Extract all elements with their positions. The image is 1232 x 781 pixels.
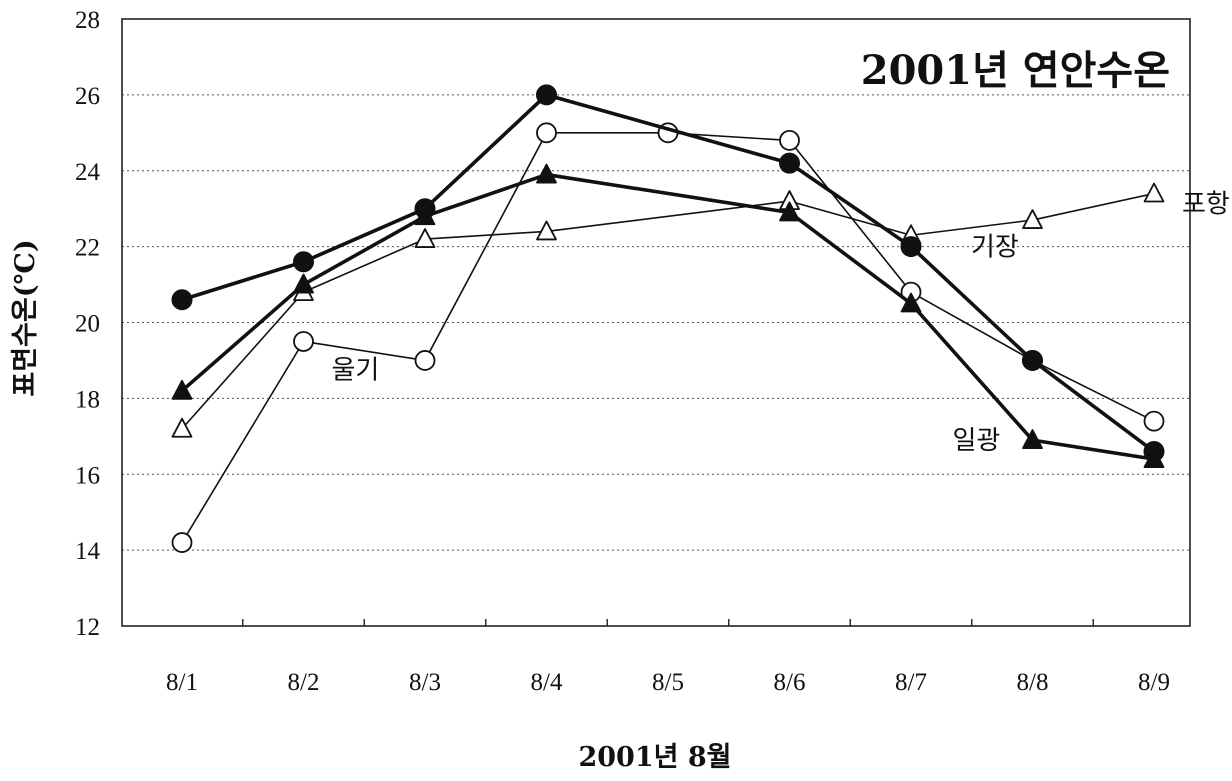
data-point	[779, 201, 800, 222]
x-tick-label: 8/7	[895, 669, 927, 696]
data-point	[536, 84, 557, 106]
data-point	[171, 532, 193, 553]
series-line	[181, 93, 1156, 453]
data-point	[1143, 410, 1165, 432]
data-point	[536, 122, 557, 144]
series-label: 기장	[971, 233, 1019, 263]
data-point	[414, 228, 436, 248]
data-point	[900, 236, 922, 258]
y-tick-label: 22	[75, 235, 100, 262]
series-울기	[171, 122, 1165, 553]
x-tick-label: 8/5	[652, 669, 684, 696]
series-label: 일광	[953, 426, 1001, 456]
chart-title: 2001년 연안수온	[861, 47, 1170, 94]
data-point	[414, 198, 436, 220]
y-tick-label: 12	[75, 614, 100, 641]
data-point	[779, 152, 800, 174]
x-axis-title: 2001년 8월	[578, 742, 731, 773]
data-point	[293, 273, 314, 294]
y-tick-label: 28	[75, 7, 100, 34]
y-axis-title: 표면수온(℃)	[10, 239, 41, 396]
series-일광	[171, 163, 1165, 468]
grid-lines	[122, 94, 1190, 551]
data-point	[536, 220, 557, 241]
data-point	[1022, 429, 1043, 450]
data-point	[779, 129, 800, 151]
data-point	[414, 350, 436, 371]
y-tick-label: 20	[75, 311, 100, 338]
x-tick-label: 8/8	[1017, 669, 1049, 696]
y-tick-label: 16	[75, 462, 100, 489]
y-tick-label: 24	[75, 159, 101, 186]
y-tick-label: 26	[75, 83, 100, 110]
series-기장	[171, 84, 1165, 462]
series-group	[171, 84, 1165, 553]
series-line	[181, 192, 1155, 430]
plot-frame	[121, 18, 1191, 627]
data-point	[1143, 182, 1165, 203]
y-axis-ticks: 12 14 16 18 20 22 24 26 28	[75, 7, 101, 641]
data-point	[171, 289, 193, 311]
x-axis-ticks: 8/1 8/2 8/3 8/4 8/5 8/6 8/7 8/8 8/9	[166, 619, 1170, 696]
data-point	[1022, 349, 1043, 371]
data-point	[293, 331, 314, 352]
data-point	[1022, 209, 1043, 229]
data-point	[171, 379, 193, 400]
data-point	[900, 292, 922, 313]
series-label: 포항	[1182, 190, 1230, 220]
series-line	[180, 172, 1155, 461]
data-point	[536, 163, 557, 184]
series-포항	[171, 182, 1165, 438]
y-tick-label: 18	[75, 386, 100, 413]
series-label: 울기	[332, 355, 380, 385]
data-point	[1143, 440, 1165, 462]
x-tick-label: 8/9	[1138, 669, 1170, 696]
x-tick-label: 8/3	[409, 669, 441, 696]
x-tick-label: 8/2	[288, 669, 320, 696]
x-tick-label: 8/4	[531, 669, 563, 696]
x-tick-label: 8/6	[774, 669, 806, 696]
data-point	[293, 251, 314, 273]
data-point	[171, 417, 193, 438]
x-tick-label: 8/1	[166, 669, 198, 696]
y-tick-label: 14	[75, 538, 101, 565]
